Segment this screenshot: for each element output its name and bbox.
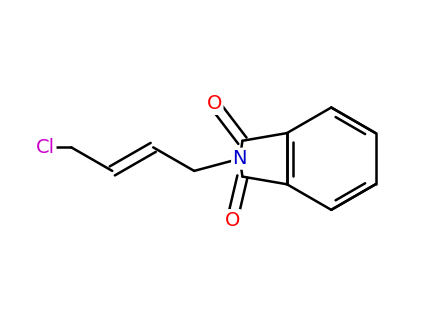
Text: Cl: Cl [36, 138, 55, 157]
Text: O: O [224, 211, 240, 230]
Text: O: O [207, 94, 222, 113]
Text: N: N [233, 149, 247, 168]
